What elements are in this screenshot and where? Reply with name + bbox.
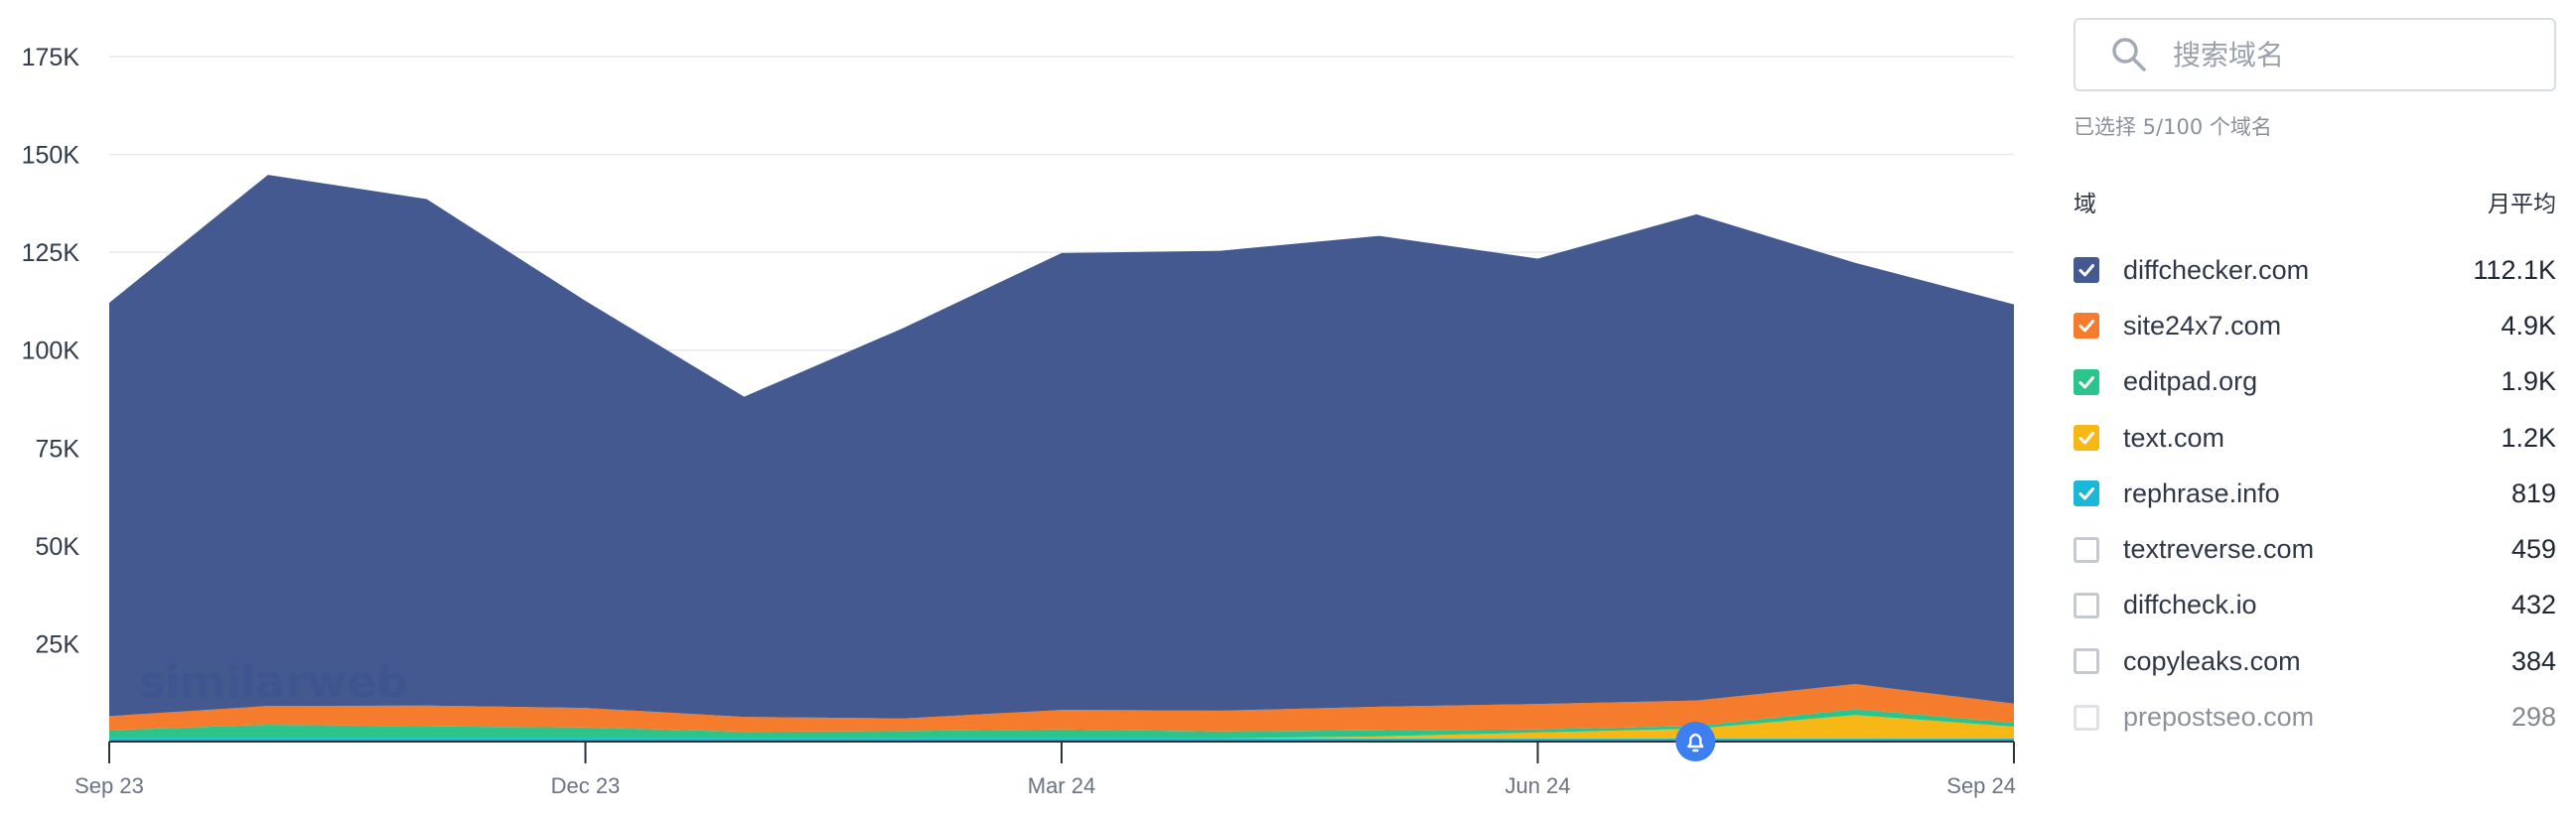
domain-row[interactable]: copyleaks.com 384	[2074, 633, 2556, 689]
domain-row[interactable]: editpad.org 1.9K	[2074, 354, 2556, 410]
y-tick-label: 50K	[36, 533, 80, 561]
y-tick-label: 125K	[22, 239, 80, 267]
domain-row[interactable]: site24x7.com 4.9K	[2074, 298, 2556, 353]
check-icon	[2078, 487, 2094, 500]
y-tick-label: 75K	[36, 435, 80, 463]
x-tick-label: Jun 24	[1504, 773, 1570, 798]
x-tick-label: Mar 24	[1028, 773, 1095, 798]
domain-name: diffcheck.io	[2123, 590, 2257, 620]
checked-checkbox[interactable]	[2074, 368, 2099, 395]
check-icon	[2078, 375, 2094, 389]
checked-checkbox[interactable]	[2074, 257, 2099, 284]
check-icon	[2078, 320, 2094, 333]
domain-monthly-avg: 1.2K	[2501, 422, 2556, 453]
selection-count: 已选择 5/100 个域名	[2074, 115, 2272, 139]
domain-row[interactable]: textreverse.com 459	[2074, 521, 2556, 577]
series-areas	[109, 175, 2014, 742]
domain-row[interactable]: diffchecker.com 112.1K	[2074, 242, 2556, 298]
domain-column-header: 域	[2074, 192, 2096, 217]
domain-name: site24x7.com	[2123, 310, 2282, 341]
domain-monthly-avg: 1.9K	[2501, 366, 2556, 397]
domain-monthly-avg: 432	[2510, 590, 2556, 620]
y-tick-label: 100K	[22, 338, 80, 365]
search-icon	[2112, 38, 2146, 71]
unchecked-checkbox[interactable]	[2074, 592, 2099, 618]
domain-monthly-avg: 112.1K	[2473, 254, 2556, 285]
check-icon	[2078, 432, 2094, 445]
checked-checkbox[interactable]	[2074, 425, 2099, 452]
alert-marker	[1675, 722, 1716, 761]
alert-bell-icon[interactable]	[1675, 722, 1716, 761]
series-area-editpad-org	[109, 709, 2014, 739]
y-tick-label: 150K	[22, 142, 80, 170]
y-tick-label: 175K	[22, 44, 80, 71]
checked-checkbox[interactable]	[2074, 480, 2099, 507]
monthly-avg-column-header: 月平均	[2488, 192, 2556, 217]
domain-monthly-avg: 298	[2510, 702, 2556, 733]
series-area-diffchecker-com	[109, 175, 2014, 719]
domain-name: textreverse.com	[2123, 534, 2315, 565]
domain-row[interactable]: rephrase.info 819	[2074, 466, 2556, 521]
axes: 25K 50K 75K 100K 125K 150K 175K Sep 23 Dec 23 Mar…	[22, 44, 2016, 798]
domain-row[interactable]: text.com 1.2K	[2074, 410, 2556, 466]
checked-checkbox[interactable]	[2074, 313, 2099, 340]
similarweb-watermark: similarweb	[139, 657, 408, 708]
unchecked-checkbox[interactable]	[2074, 704, 2099, 731]
domain-name: editpad.org	[2123, 366, 2258, 397]
search-box[interactable]	[2074, 18, 2556, 91]
series-area-site24x7-com	[109, 684, 2014, 733]
domain-monthly-avg: 384	[2510, 645, 2556, 676]
search-input[interactable]	[2171, 37, 2512, 72]
domain-monthly-avg: 819	[2510, 478, 2556, 508]
domain-row[interactable]: prepostseo.com 298	[2074, 689, 2556, 745]
domain-list: diffchecker.com 112.1K site24x7.com 4.9K edi…	[2074, 242, 2556, 816]
domain-monthly-avg: 4.9K	[2501, 310, 2556, 341]
traffic-area-chart: similarweb 25K 50K 75K 100K 125K 150K 175K Sep …	[22, 44, 2016, 798]
domain-name: diffchecker.com	[2123, 254, 2310, 285]
y-tick-label: 25K	[36, 630, 80, 658]
domain-name: prepostseo.com	[2123, 702, 2315, 733]
x-tick-label: Dec 23	[551, 773, 621, 798]
list-header: 域 月平均	[2074, 185, 2556, 218]
domain-name: rephrase.info	[2123, 478, 2280, 508]
domain-monthly-avg: 459	[2510, 534, 2556, 565]
x-tick-label: Sep 23	[74, 773, 144, 798]
unchecked-checkbox[interactable]	[2074, 648, 2099, 675]
domain-name: text.com	[2123, 422, 2225, 453]
x-tick-label: Sep 24	[1946, 773, 2016, 798]
check-icon	[2078, 264, 2094, 277]
domain-row[interactable]: diffcheck.io 432	[2074, 578, 2556, 633]
domain-name: copyleaks.com	[2123, 645, 2301, 676]
series-area-text-com	[109, 715, 2014, 739]
bell-glyph	[1687, 733, 1704, 749]
unchecked-checkbox[interactable]	[2074, 536, 2099, 563]
domain-panel: 已选择 5/100 个域名 域 月平均 diffchecker.com 112.1…	[2074, 18, 2556, 816]
